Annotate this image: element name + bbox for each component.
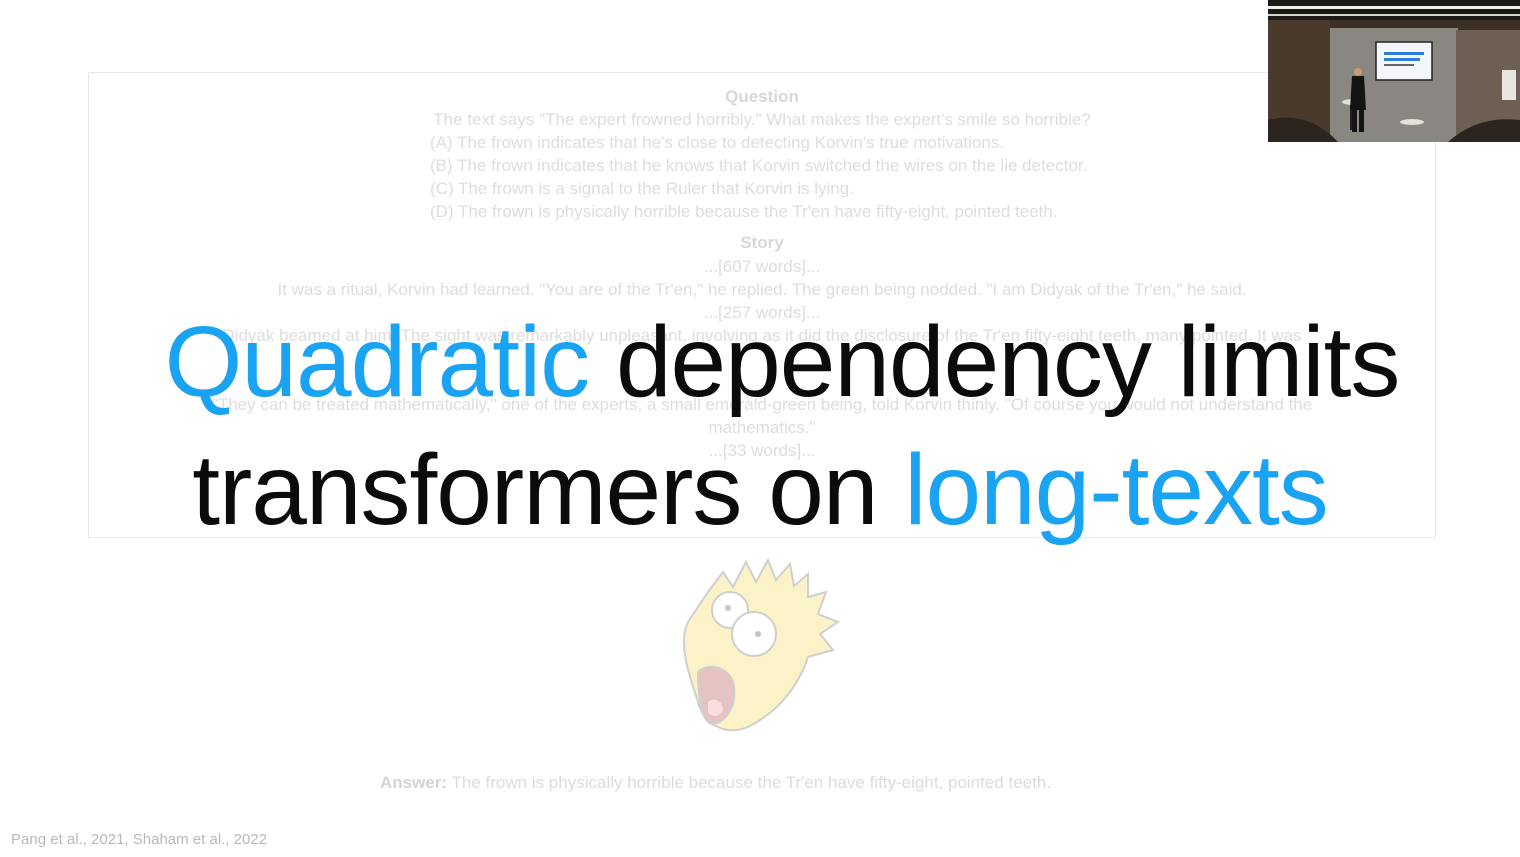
answer-label: Answer: bbox=[380, 773, 448, 792]
headline-accent: Quadratic bbox=[164, 306, 591, 418]
story-line: "They can be treated mathematically," on… bbox=[211, 395, 1313, 414]
story-line: Didyak beamed at him. The sight was rema… bbox=[222, 326, 1302, 345]
option-a: (A) The frown indicates that he's close … bbox=[430, 133, 1005, 152]
screaming-cartoon-icon bbox=[682, 557, 841, 732]
word-count: ...[257 words]... bbox=[703, 303, 821, 322]
headline-text: transformers on bbox=[192, 434, 905, 546]
option-c: (C) The frown is a signal to the Ruler t… bbox=[430, 179, 854, 198]
option-d: (D) The frown is physically horrible bec… bbox=[430, 202, 1058, 221]
headline-line-1: Quadratic dependency limits bbox=[22, 312, 1520, 412]
answer-text: The frown is physically horrible because… bbox=[451, 773, 1052, 792]
question-heading: Question bbox=[725, 87, 799, 106]
story-line: It was a ritual, Korvin had learned. "Yo… bbox=[277, 280, 1247, 299]
citation: Pang et al., 2021, Shaham et al., 2022 bbox=[11, 831, 268, 848]
story-line: mathematics." bbox=[708, 418, 816, 437]
option-b: (B) The frown indicates that he knows th… bbox=[430, 156, 1088, 175]
answer: Answer: The frown is physically horrible… bbox=[380, 773, 1051, 793]
word-count: ...[33 words]... bbox=[708, 441, 816, 460]
speaker-webcam-thumbnail bbox=[1268, 0, 1520, 142]
question-text: The text says "The expert frowned horrib… bbox=[433, 110, 1091, 129]
example-box bbox=[88, 72, 1436, 538]
headline-accent: long-texts bbox=[904, 434, 1329, 546]
word-count: ...[607 words]... bbox=[703, 257, 821, 276]
headline-text: dependency limits bbox=[589, 306, 1400, 418]
story-heading: Story bbox=[740, 233, 784, 252]
headline-line-2: transformers on long-texts bbox=[0, 440, 1520, 540]
